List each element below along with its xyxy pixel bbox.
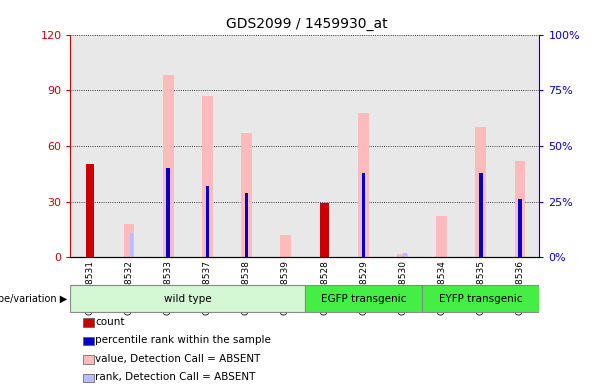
Text: percentile rank within the sample: percentile rank within the sample [95,335,271,345]
Bar [163,75,173,257]
Bar [518,199,522,257]
Text: EGFP transgenic: EGFP transgenic [321,293,406,304]
Bar [245,193,248,257]
Bar [88,204,92,257]
Text: wild type: wild type [164,293,211,304]
Bar [514,161,525,257]
Bar [323,226,326,257]
Text: count: count [95,317,124,327]
Bar [479,173,482,257]
Bar [397,253,408,257]
Bar [130,233,133,257]
Bar [403,253,407,257]
Text: rank, Detection Call = ABSENT: rank, Detection Call = ABSENT [95,372,255,382]
Bar [205,186,209,257]
Text: EYFP transgenic: EYFP transgenic [439,293,522,304]
Bar [362,173,365,257]
Bar [280,235,291,257]
Bar [167,168,170,257]
Bar [320,204,329,257]
Bar [436,217,447,257]
Text: genotype/variation ▶: genotype/variation ▶ [0,293,67,304]
Bar [422,285,539,313]
Bar [305,285,422,313]
Bar [202,96,213,257]
Bar [241,133,252,257]
Text: GDS2099 / 1459930_at: GDS2099 / 1459930_at [226,17,387,31]
Bar [86,164,94,257]
Bar [358,113,369,257]
Bar [124,224,134,257]
Bar [70,285,305,313]
Text: value, Detection Call = ABSENT: value, Detection Call = ABSENT [95,354,261,364]
Bar [476,127,486,257]
